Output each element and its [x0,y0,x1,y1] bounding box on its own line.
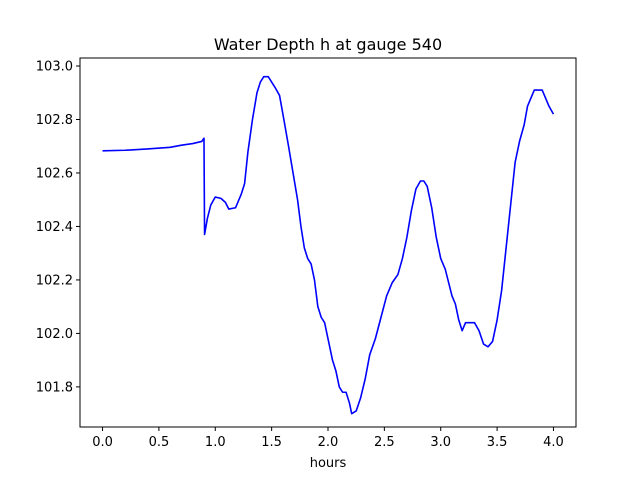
y-tick-label: 101.8 [36,380,73,395]
x-tick-label: 1.0 [205,435,226,450]
x-axis: 0.0 0.5 1.0 1.5 2.0 2.5 3.0 3.5 4.0 [92,427,564,450]
y-tick-label: 102.0 [36,327,73,342]
y-tick-label: 102.8 [36,113,73,128]
x-tick-label: 3.0 [430,435,451,450]
y-tick-label: 103.0 [36,60,73,75]
series-line-0 [102,75,555,415]
y-tick-label: 102.6 [36,166,73,181]
x-tick-label: 4.0 [543,435,564,450]
x-tick-label: 3.5 [487,435,508,450]
y-tick-label: 102.2 [36,273,73,288]
plot-area [102,75,555,415]
x-tick-label: 0.0 [92,435,113,450]
x-axis-label: hours [310,456,347,471]
x-tick-label: 0.5 [149,435,170,450]
chart-title: Water Depth h at gauge 540 [214,35,442,54]
y-tick-label: 102.4 [36,220,73,235]
y-axis: 101.8 102.0 102.2 102.4 102.6 102.8 103.0 [36,60,80,395]
x-tick-label: 1.5 [261,435,282,450]
x-tick-label: 2.0 [318,435,339,450]
axes-frame [79,57,577,428]
x-tick-label: 2.5 [374,435,395,450]
